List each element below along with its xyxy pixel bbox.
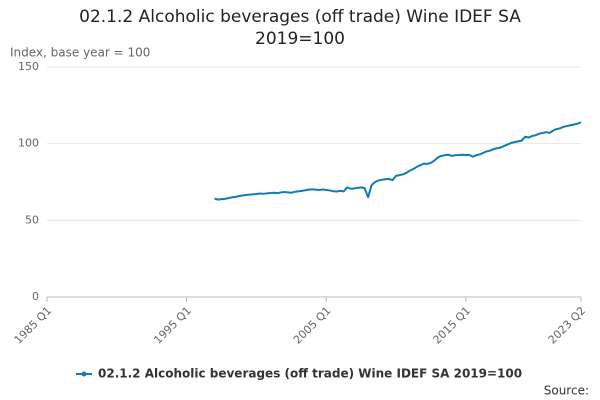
x-tick-label: 2015 Q1 [431, 304, 474, 347]
chart-title: 02.1.2 Alcoholic beverages (off trade) W… [79, 7, 521, 49]
y-tick-label: 0 [32, 290, 39, 303]
x-tick-label: 1985 Q1 [12, 304, 55, 347]
x-tick-label: 2005 Q1 [291, 304, 334, 347]
y-tick-label: 150 [18, 60, 39, 73]
x-tick-label: 2023 Q2 [546, 304, 589, 347]
x-tick-label: 1995 Q1 [151, 304, 194, 347]
series-line [214, 121, 582, 201]
y-axis-label: Index, base year = 100 [10, 46, 150, 60]
source: Source: [544, 384, 589, 398]
y-tick-label: 100 [18, 137, 39, 150]
y-tick-label: 50 [25, 213, 39, 226]
legend-marker [81, 371, 87, 377]
legend-label: 02.1.2 Alcoholic beverages (off trade) W… [98, 367, 522, 381]
